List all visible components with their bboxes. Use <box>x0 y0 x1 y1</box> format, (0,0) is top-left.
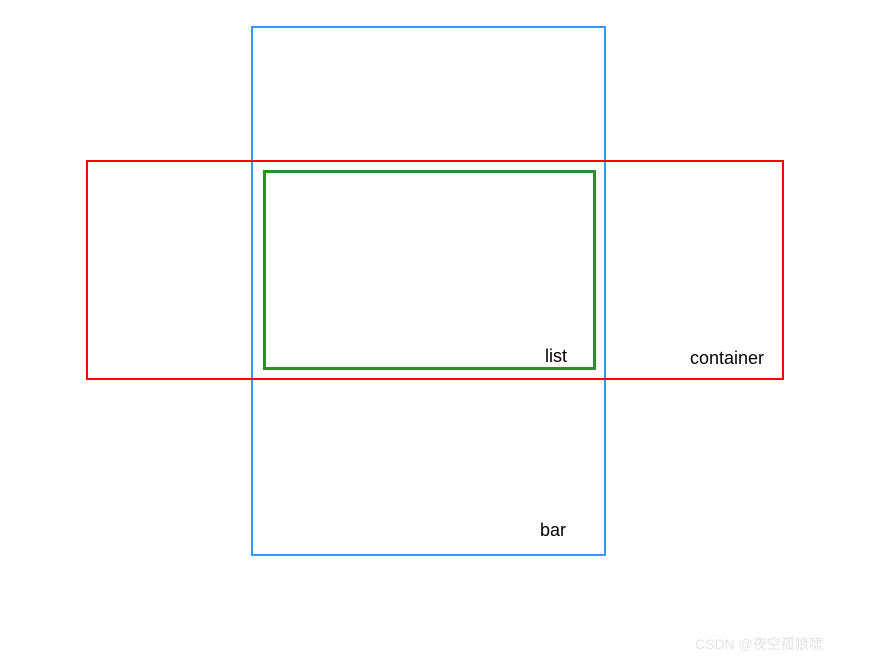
list-box <box>263 170 596 370</box>
watermark-text: CSDN @夜空孤狼啸 <box>695 634 823 654</box>
container-label: container <box>690 348 764 369</box>
list-label: list <box>545 346 567 367</box>
bar-label: bar <box>540 520 566 541</box>
